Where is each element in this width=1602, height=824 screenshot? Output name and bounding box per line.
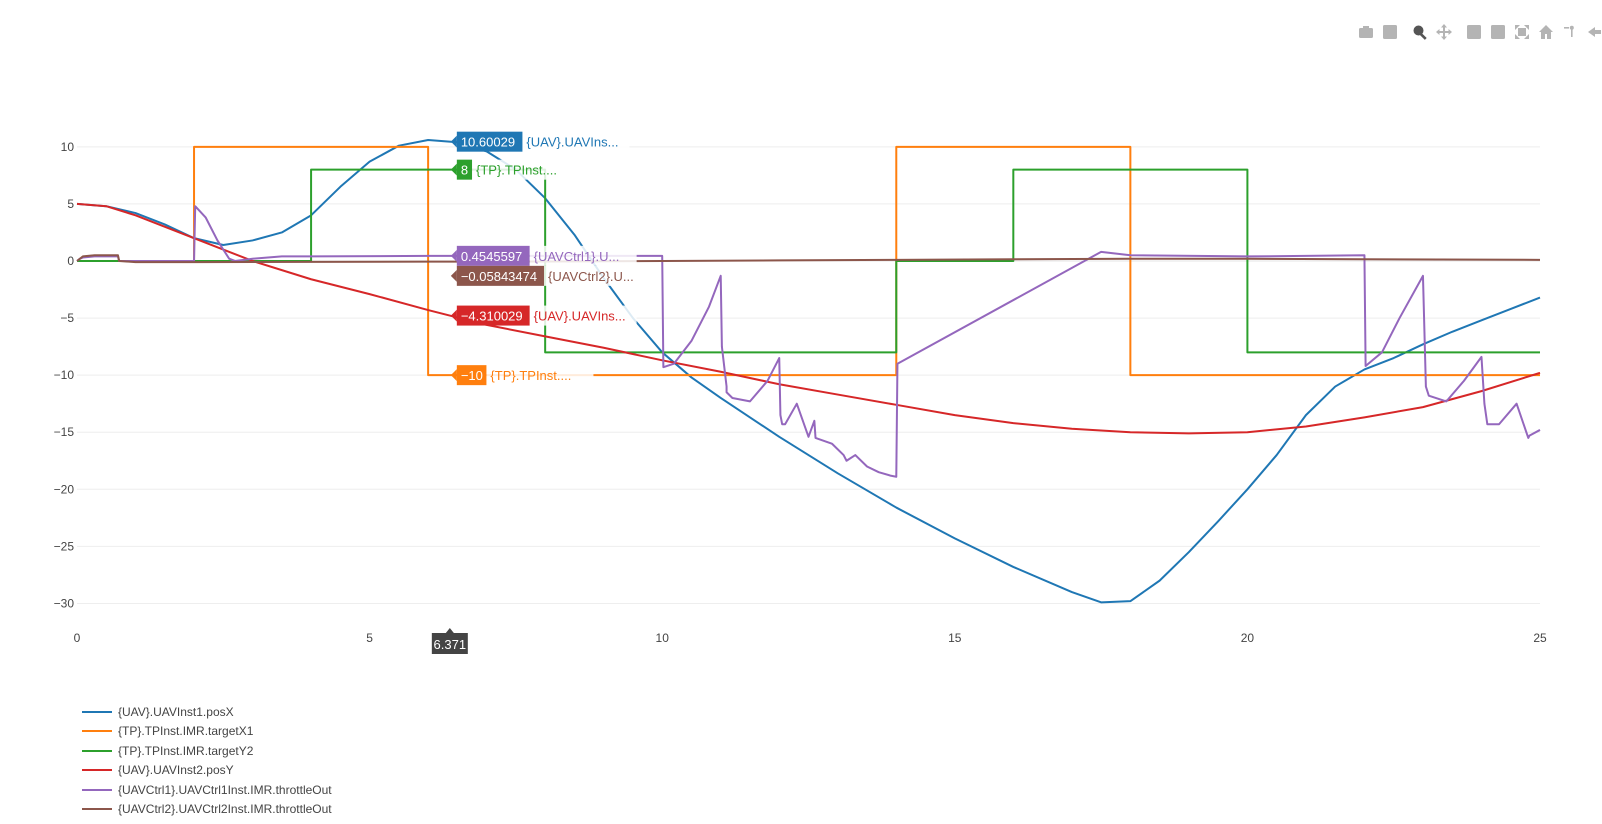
- home-icon[interactable]: [1534, 22, 1558, 42]
- legend-swatch: [82, 710, 112, 713]
- series-line[interactable]: [76, 138, 1541, 604]
- hover-label: −0.05843474 {UAVCtrl2}.U...: [450, 265, 652, 286]
- legend-swatch: [82, 730, 112, 733]
- pan-icon[interactable]: [1432, 22, 1456, 42]
- legend: {UAV}.UAVInst1.posX {TP}.TPInst.IMR.targ…: [82, 702, 332, 819]
- series-line[interactable]: [76, 254, 1541, 264]
- legend-label: {UAV}.UAVInst1.posX: [118, 704, 234, 719]
- x-tick-label: 15: [948, 631, 962, 645]
- hover-series-name: {UAVCtrl2}.U...: [548, 269, 634, 284]
- autoscale-icon[interactable]: [1510, 22, 1534, 42]
- hover-series-name: {TP}.TPInst....: [476, 163, 557, 178]
- y-tick-label: −10: [54, 368, 75, 382]
- axes: 10 5 0 −5 −10 −15 −20 −25 −30 0 5 10 15 20 25: [54, 140, 1547, 645]
- y-tick-label: −25: [54, 539, 75, 553]
- hover-labels: 6.371 10.60029 {UAV}.UAVIns... 8 {TP}.TPInst…: [431, 131, 652, 654]
- series-line[interactable]: [76, 205, 1541, 478]
- legend-item[interactable]: {UAVCtrl1}.UAVCtrl1Inst.IMR.throttleOut: [82, 780, 332, 800]
- y-tick-label: −30: [54, 596, 75, 610]
- camera-icon[interactable]: [1354, 22, 1378, 42]
- x-tick-label: 5: [366, 631, 373, 645]
- legend-label: {UAVCtrl2}.UAVCtrl2Inst.IMR.throttleOut: [118, 802, 332, 817]
- y-tick-label: 10: [61, 140, 75, 154]
- y-tick-label: −15: [54, 425, 75, 439]
- legend-label: {UAVCtrl1}.UAVCtrl1Inst.IMR.throttleOut: [118, 782, 332, 797]
- hover-value: 8: [461, 163, 468, 178]
- zoom-in-icon[interactable]: [1462, 22, 1486, 42]
- hover-value: −0.05843474: [461, 269, 537, 284]
- x-tick-label: 0: [74, 631, 81, 645]
- x-hover-label: 6.371: [431, 628, 468, 654]
- zoom-out-icon[interactable]: [1486, 22, 1510, 42]
- hover-series-name: {UAV}.UAVIns...: [534, 309, 626, 324]
- series-line[interactable]: [77, 145, 1540, 377]
- legend-swatch: [82, 788, 112, 791]
- x-tick-label: 20: [1241, 631, 1255, 645]
- hover-value: −10: [461, 368, 483, 383]
- hover-label: 8 {TP}.TPInst....: [450, 159, 580, 180]
- series-line[interactable]: [76, 202, 1541, 435]
- hover-series-name: {UAV}.UAVIns...: [526, 135, 618, 150]
- y-tick-label: 5: [67, 197, 74, 211]
- series-line[interactable]: [77, 168, 1540, 354]
- hover-series-name: {TP}.TPInst....: [490, 368, 571, 383]
- hover-closest-icon[interactable]: [1582, 22, 1602, 42]
- svg-text:6.371: 6.371: [434, 637, 467, 652]
- hover-label: −4.310029 {UAV}.UAVIns...: [450, 305, 637, 326]
- hover-label: 10.60029 {UAV}.UAVIns...: [450, 131, 630, 152]
- hover-value: 0.4545597: [461, 249, 522, 264]
- y-tick-label: 0: [67, 254, 74, 268]
- spike-lines-icon[interactable]: [1558, 22, 1582, 42]
- x-tick-label: 25: [1533, 631, 1547, 645]
- legend-item[interactable]: {TP}.TPInst.IMR.targetY2: [82, 741, 332, 761]
- legend-label: {UAV}.UAVInst2.posY: [118, 763, 234, 778]
- hover-value: −4.310029: [461, 309, 523, 324]
- legend-item[interactable]: {UAV}.UAVInst1.posX: [82, 702, 332, 722]
- y-tick-label: −5: [60, 311, 74, 325]
- plot-area[interactable]: [76, 138, 1541, 604]
- hover-series-name: {UAVCtrl1}.U...: [534, 249, 620, 264]
- legend-swatch: [82, 808, 112, 811]
- legend-item[interactable]: {TP}.TPInst.IMR.targetX1: [82, 722, 332, 742]
- x-tick-label: 10: [656, 631, 670, 645]
- legend-swatch: [82, 749, 112, 752]
- legend-label: {TP}.TPInst.IMR.targetX1: [118, 724, 254, 739]
- legend-item[interactable]: {UAV}.UAVInst2.posY: [82, 761, 332, 781]
- save-icon[interactable]: [1378, 22, 1402, 42]
- y-tick-label: −20: [54, 482, 75, 496]
- legend-label: {TP}.TPInst.IMR.targetY2: [118, 743, 254, 758]
- legend-item[interactable]: {UAVCtrl2}.UAVCtrl2Inst.IMR.throttleOut: [82, 800, 332, 820]
- zoom-icon[interactable]: [1408, 22, 1432, 42]
- legend-swatch: [82, 769, 112, 772]
- hover-label: −10 {TP}.TPInst....: [450, 365, 594, 386]
- hover-label: 0.4545597 {UAVCtrl1}.U...: [450, 245, 637, 266]
- hover-value: 10.60029: [461, 135, 515, 150]
- modebar: [1354, 22, 1602, 42]
